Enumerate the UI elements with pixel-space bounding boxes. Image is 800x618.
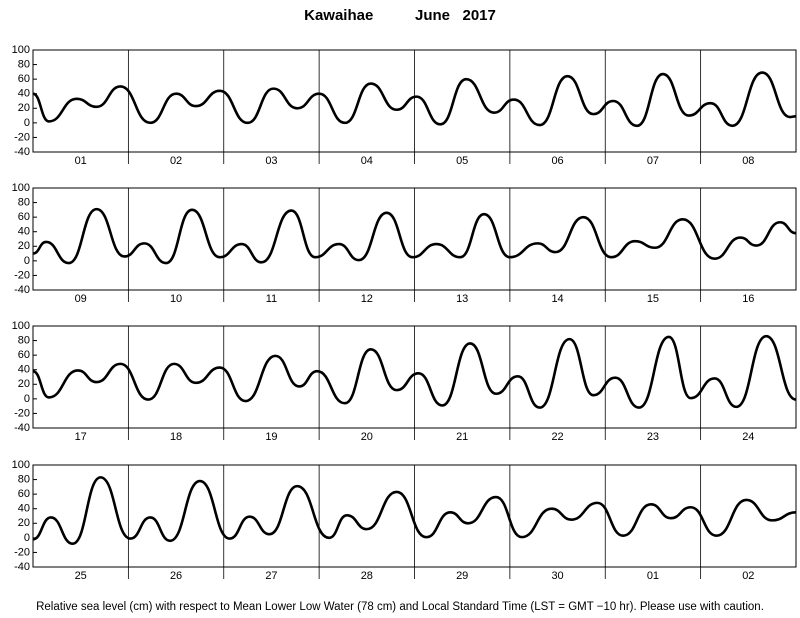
day-label: 14 [551,293,563,305]
day-label: 10 [170,293,182,305]
day-label: 24 [742,431,754,443]
day-label: 19 [265,431,277,443]
day-label: 18 [170,431,182,443]
day-label: 30 [551,570,563,582]
day-label: 02 [742,570,754,582]
day-label: 12 [361,293,373,305]
y-tick-label: -40 [14,146,30,158]
y-tick-label: 0 [24,393,30,405]
day-label: 04 [361,155,373,167]
day-label: 15 [647,293,659,305]
day-label: 28 [361,570,373,582]
day-label: 01 [647,570,659,582]
day-label: 07 [647,155,659,167]
y-tick-label: -40 [14,561,30,573]
footnote: Relative sea level (cm) with respect to … [36,601,764,613]
y-tick-label: -20 [14,407,30,419]
y-tick-label: -40 [14,284,30,296]
tide-curve [32,476,797,545]
y-tick-label: 100 [12,320,30,332]
y-tick-label: 80 [18,58,30,70]
tide-curve [32,71,797,128]
day-label: 27 [265,570,277,582]
day-label: 06 [551,155,563,167]
y-tick-label: 100 [12,182,30,194]
y-tick-label: 40 [18,364,30,376]
y-tick-label: 20 [18,240,30,252]
y-tick-label: 80 [18,473,30,485]
day-label: 21 [456,431,468,443]
day-label: 25 [75,570,87,582]
y-tick-label: -20 [14,269,30,281]
y-tick-label: 40 [18,226,30,238]
y-tick-label: -20 [14,546,30,558]
y-tick-label: 0 [24,117,30,129]
day-label: 08 [742,155,754,167]
day-label: 16 [742,293,754,305]
y-tick-label: 0 [24,255,30,267]
y-tick-label: 20 [18,517,30,529]
day-label: 29 [456,570,468,582]
day-label: 11 [266,293,277,305]
y-tick-label: 80 [18,334,30,346]
tide-curve [32,334,797,409]
day-label: 23 [647,431,659,443]
y-tick-label: 100 [12,44,30,56]
day-label: 26 [170,570,182,582]
day-label: 20 [361,431,373,443]
y-tick-label: -20 [14,131,30,143]
y-tick-label: 60 [18,73,30,85]
day-label: 03 [265,155,277,167]
day-label: 01 [75,155,87,167]
y-tick-label: 60 [18,211,30,223]
tide-curve [32,207,797,265]
day-label: 13 [456,293,468,305]
y-tick-label: 80 [18,196,30,208]
y-tick-label: 40 [18,503,30,515]
y-tick-label: 0 [24,532,30,544]
chart-title: Kawaihae June 2017 [304,7,496,24]
y-tick-label: 60 [18,488,30,500]
y-tick-label: -40 [14,422,30,434]
y-tick-label: 20 [18,378,30,390]
day-label: 09 [75,293,87,305]
day-label: 05 [456,155,468,167]
y-tick-label: 40 [18,88,30,100]
day-label: 22 [551,431,563,443]
y-tick-label: 60 [18,349,30,361]
day-label: 02 [170,155,182,167]
day-label: 17 [75,431,87,443]
y-tick-label: 100 [12,459,30,471]
y-tick-label: 20 [18,102,30,114]
